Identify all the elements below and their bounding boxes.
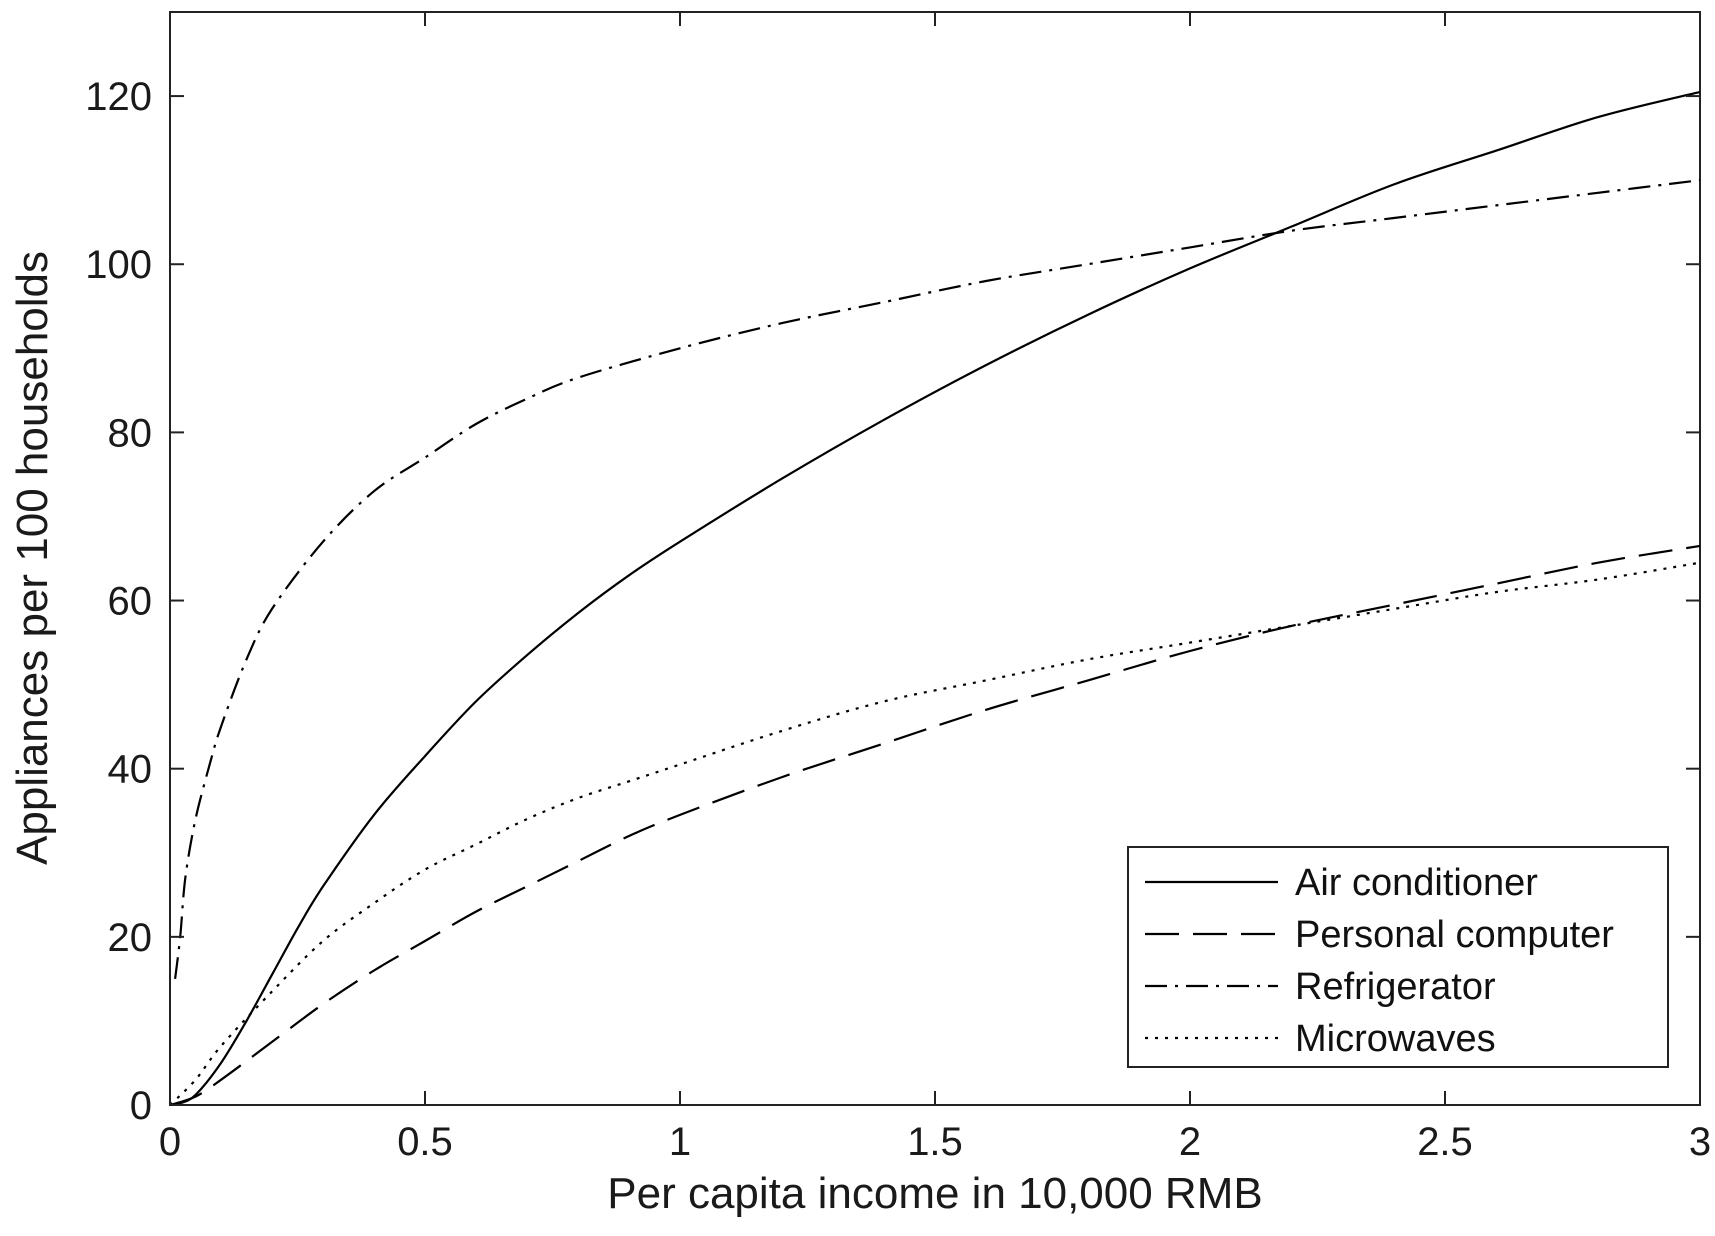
legend: Air conditioner Personal computer Refriger…: [1127, 846, 1669, 1068]
legend-entries: Air conditioner Personal computer Refriger…: [1145, 862, 1614, 1060]
axis-ticks: 0 0.5 1 1.5 2 2.5 3 0 20 40 60 80 100 120: [85, 12, 1711, 1164]
legend-label: Air conditioner: [1295, 862, 1538, 904]
legend-label: Microwaves: [1295, 1018, 1496, 1060]
y-tick-label: 40: [108, 748, 153, 792]
series-line-microwaves: [169, 561, 1701, 1106]
legend-box: [1127, 846, 1669, 1068]
y-tick-label: 120: [85, 75, 152, 119]
y-tick-label: 60: [108, 580, 153, 624]
x-tick-label: 2.5: [1417, 1120, 1473, 1164]
y-tick-label: 100: [85, 243, 152, 287]
x-tick-label: 1: [669, 1120, 691, 1164]
x-tick-label: 1.5: [907, 1120, 963, 1164]
legend-label: Refrigerator: [1295, 966, 1496, 1008]
series-lines: [169, 90, 1701, 1107]
y-tick-label: 80: [108, 411, 153, 455]
x-tick-label: 3: [1689, 1120, 1711, 1164]
y-tick-label: 0: [130, 1084, 152, 1128]
y-axis-label: Appliances per 100 households: [8, 251, 57, 865]
series-line-air-conditioner: [169, 90, 1701, 1107]
series-line-personal-computer: [169, 544, 1701, 1107]
x-tick-label: 2: [1179, 1120, 1201, 1164]
plot-area: 0 0.5 1 1.5 2 2.5 3 0 20 40 60 80 100 120: [85, 11, 1711, 1164]
x-tick-label: 0: [159, 1120, 181, 1164]
legend-label: Personal computer: [1295, 914, 1614, 956]
x-tick-label: 0.5: [397, 1120, 453, 1164]
y-tick-label: 20: [108, 916, 153, 960]
x-axis-label: Per capita income in 10,000 RMB: [607, 1169, 1262, 1218]
